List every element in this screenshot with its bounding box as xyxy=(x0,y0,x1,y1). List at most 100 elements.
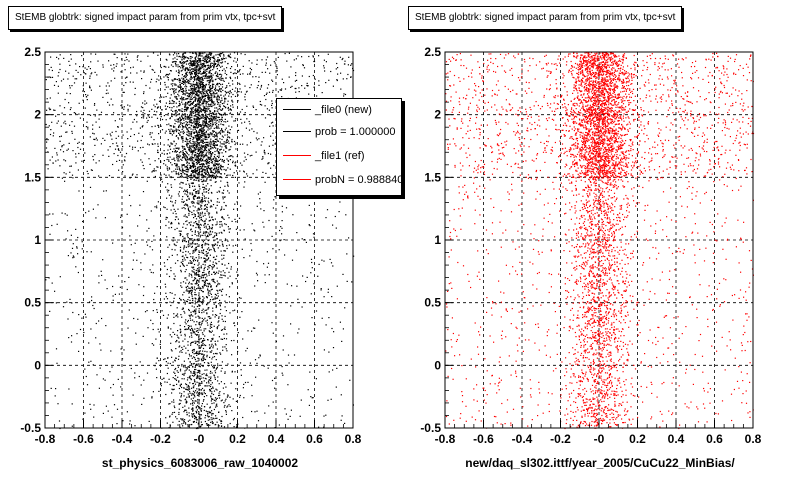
data-point xyxy=(196,159,199,161)
data-point xyxy=(111,416,113,418)
data-point xyxy=(195,360,197,362)
data-point xyxy=(216,255,218,257)
data-point xyxy=(178,195,180,197)
data-point xyxy=(211,76,213,78)
data-point xyxy=(186,107,188,109)
data-point xyxy=(181,187,183,189)
data-point xyxy=(202,124,204,126)
data-point xyxy=(168,244,171,246)
data-point xyxy=(225,411,227,413)
data-point xyxy=(274,143,276,145)
data-point xyxy=(204,406,206,408)
data-point xyxy=(123,159,126,161)
data-point xyxy=(174,219,176,221)
data-point xyxy=(181,373,184,375)
data-point xyxy=(193,217,195,219)
data-point xyxy=(219,283,221,285)
data-point xyxy=(176,313,179,315)
data-point xyxy=(271,107,273,109)
data-point xyxy=(123,63,125,65)
data-point xyxy=(46,141,48,143)
data-point xyxy=(230,71,232,73)
data-point xyxy=(132,268,134,270)
data-point xyxy=(71,403,73,405)
data-point xyxy=(204,93,206,95)
data-point xyxy=(210,120,212,122)
data-point xyxy=(185,383,187,385)
data-point xyxy=(185,402,187,404)
data-point xyxy=(289,415,291,417)
data-point xyxy=(205,138,207,141)
data-point xyxy=(207,94,209,96)
data-point xyxy=(199,369,201,372)
data-point xyxy=(226,86,228,88)
data-point xyxy=(189,315,191,317)
data-point xyxy=(230,56,232,59)
data-point xyxy=(93,133,95,135)
data-point xyxy=(208,270,210,273)
data-point xyxy=(196,87,198,89)
data-point xyxy=(216,60,218,62)
data-point xyxy=(215,124,217,126)
data-point xyxy=(193,288,195,290)
data-point xyxy=(205,69,207,71)
data-point xyxy=(199,296,201,298)
data-point xyxy=(85,96,88,98)
data-point xyxy=(191,90,193,92)
data-point xyxy=(173,131,175,133)
data-point xyxy=(192,93,194,95)
data-point xyxy=(192,298,194,300)
data-point xyxy=(181,138,183,140)
data-point xyxy=(185,63,188,65)
data-point xyxy=(228,132,230,134)
data-point xyxy=(341,340,343,342)
data-point xyxy=(198,97,200,99)
data-point xyxy=(112,299,114,301)
data-point xyxy=(174,52,176,54)
data-point xyxy=(201,332,204,334)
data-point xyxy=(212,56,215,58)
data-point xyxy=(263,95,266,97)
data-point xyxy=(201,321,203,323)
data-point xyxy=(132,146,134,148)
data-point xyxy=(200,206,202,208)
data-point xyxy=(212,236,214,239)
data-point xyxy=(202,296,204,298)
data-point xyxy=(192,164,195,166)
data-point xyxy=(194,230,196,232)
data-point xyxy=(185,104,187,106)
data-point xyxy=(198,235,200,237)
data-point xyxy=(171,99,173,102)
data-point xyxy=(89,186,92,188)
data-point xyxy=(200,234,202,236)
data-point xyxy=(287,418,289,420)
data-point xyxy=(182,251,184,253)
data-point xyxy=(154,365,156,367)
data-point xyxy=(228,149,230,151)
data-point xyxy=(257,84,259,87)
data-point xyxy=(177,366,179,368)
data-point xyxy=(187,393,189,395)
data-point xyxy=(217,132,220,134)
data-point xyxy=(218,411,220,413)
data-point xyxy=(242,338,244,340)
data-point xyxy=(213,89,216,91)
data-point xyxy=(200,414,202,416)
data-point xyxy=(182,235,184,238)
data-point xyxy=(122,420,124,422)
data-point xyxy=(199,137,201,140)
data-point xyxy=(204,70,206,72)
data-point xyxy=(107,410,109,412)
data-point xyxy=(190,313,192,316)
data-point xyxy=(212,165,215,167)
data-point xyxy=(231,220,233,222)
data-point xyxy=(189,73,191,75)
data-point xyxy=(301,56,303,58)
data-point xyxy=(212,65,214,67)
data-point xyxy=(75,266,77,268)
data-point xyxy=(182,264,184,266)
data-point xyxy=(176,418,178,420)
data-point xyxy=(173,208,175,210)
data-point xyxy=(224,145,226,147)
data-point xyxy=(340,394,342,396)
